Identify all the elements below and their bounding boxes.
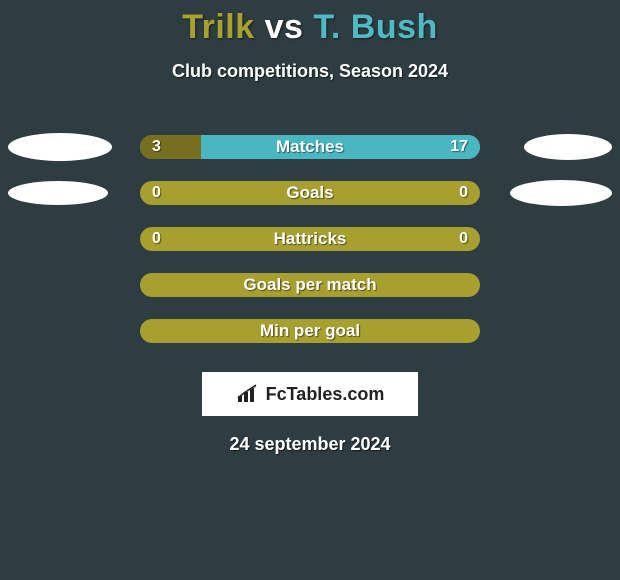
- stat-label: Matches: [140, 135, 480, 159]
- stat-row: Min per goal: [0, 308, 620, 354]
- player1-badge: [8, 181, 108, 205]
- stat-row: Goals per match: [0, 262, 620, 308]
- title-player2: T. Bush: [313, 8, 437, 46]
- stat-label: Hattricks: [140, 227, 480, 251]
- stat-bar: 00Goals: [140, 181, 480, 205]
- date-text: 24 september 2024: [0, 434, 620, 455]
- stat-row: 317Matches: [0, 124, 620, 170]
- stat-label: Goals: [140, 181, 480, 205]
- brand-chart-icon: [236, 384, 262, 404]
- title-vs: vs: [265, 8, 304, 46]
- stat-row: 00Goals: [0, 170, 620, 216]
- stat-label: Min per goal: [140, 319, 480, 343]
- brand-text: FcTables.com: [266, 384, 385, 405]
- stat-bar: Min per goal: [140, 319, 480, 343]
- brand-badge: FcTables.com: [202, 372, 418, 416]
- player1-badge: [8, 133, 112, 161]
- stats-container: 317Matches 00Goals 00Hattricks Goals per ma…: [0, 124, 620, 354]
- comparison-canvas: Trilk vs T. Bush Club competitions, Seas…: [0, 0, 620, 580]
- page-title: Trilk vs T. Bush: [0, 0, 620, 47]
- subtitle: Club competitions, Season 2024: [0, 61, 620, 82]
- title-player1: Trilk: [182, 8, 254, 46]
- stat-label: Goals per match: [140, 273, 480, 297]
- stat-bar: 317Matches: [140, 135, 480, 159]
- player2-badge: [510, 180, 612, 206]
- stat-row: 00Hattricks: [0, 216, 620, 262]
- player2-badge: [524, 134, 612, 160]
- stat-bar: 00Hattricks: [140, 227, 480, 251]
- stat-bar: Goals per match: [140, 273, 480, 297]
